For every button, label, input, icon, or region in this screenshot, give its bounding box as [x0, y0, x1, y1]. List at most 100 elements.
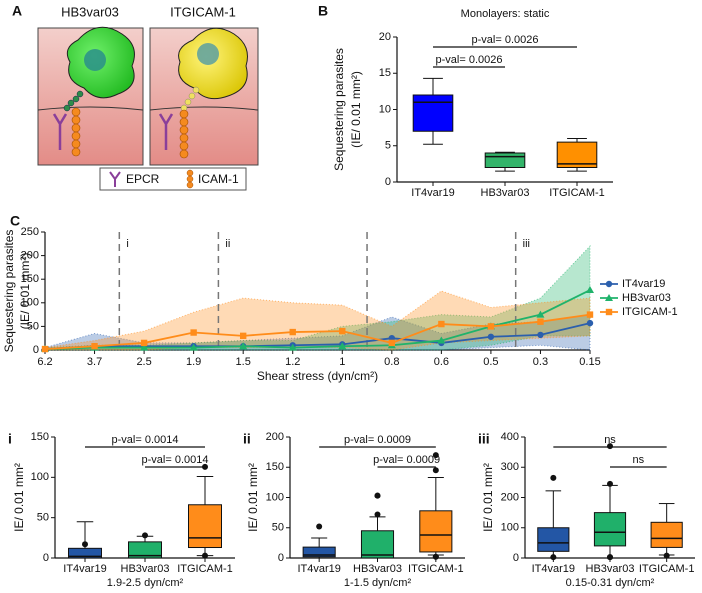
legend-epcr	[109, 171, 121, 187]
y-tick-label: 200	[266, 431, 284, 443]
series-line	[44, 322, 591, 350]
membrane	[37, 106, 144, 111]
x-tick-label: IT4var19	[532, 563, 575, 575]
box	[650, 521, 683, 548]
data-point	[239, 332, 247, 340]
data-point	[239, 342, 248, 350]
x-tick-label: 2.5	[136, 356, 151, 368]
y-tick-label: 0	[33, 344, 39, 356]
x-tick-label: 0.5	[483, 356, 498, 368]
x-tick-label: 1.9	[186, 356, 201, 368]
data-point	[388, 339, 396, 347]
y-tick-label: 200	[501, 491, 519, 503]
x-tick-label: HB3var03	[586, 563, 635, 575]
divider-label: iii	[523, 238, 530, 250]
binding-chain	[180, 86, 200, 112]
y-axis-label: IE/ 0.01 mm²	[246, 463, 260, 532]
x-tick-label: IT4var19	[297, 563, 340, 575]
y-tick-label: 150	[266, 461, 284, 473]
y-axis-label: Sequestering parasites	[2, 230, 16, 353]
y-tick-label: 0	[278, 552, 284, 564]
y-tick-label: 15	[379, 67, 391, 79]
outlier	[374, 492, 381, 499]
x-tick-label: 3.7	[87, 356, 102, 368]
legend-label: ICAM-1	[198, 172, 239, 186]
panel-a: A HB3var03 ITGICAM-1 EPCR ICAM-1	[12, 3, 259, 191]
x-axis-label: 1-1.5 dyn/cm²	[344, 577, 412, 589]
box	[128, 541, 162, 559]
x-tick-label: HB3var03	[121, 563, 170, 575]
outlier	[202, 552, 208, 559]
box	[412, 94, 454, 132]
significance-label: ns	[633, 454, 645, 466]
box	[188, 504, 222, 549]
data-point	[437, 336, 446, 344]
y-tick-label: 10	[379, 103, 391, 115]
significance-label: p-val= 0.0026	[436, 54, 503, 66]
outlier	[374, 511, 381, 518]
x-axis-label: 1.9-2.5 dyn/cm²	[107, 577, 184, 589]
x-tick-label: 1.2	[285, 356, 300, 368]
data-point	[438, 320, 445, 328]
y-tick-label: 50	[27, 320, 39, 332]
panel-letter: ii	[243, 431, 251, 447]
x-axis-label: 0.15-0.31 dyn/cm²	[566, 577, 655, 589]
outlier	[432, 467, 439, 474]
y-tick-label: 5	[385, 140, 391, 152]
data-point	[288, 343, 297, 351]
data-point	[140, 339, 148, 347]
y-tick-label: 250	[21, 226, 39, 238]
chart-title: Monolayers: static	[461, 8, 550, 20]
box	[484, 152, 526, 168]
divider-label: i	[126, 238, 128, 250]
box	[360, 530, 395, 559]
outlier	[142, 532, 148, 539]
outlier	[316, 523, 323, 530]
data-point	[91, 343, 98, 350]
y-tick-label: 100	[501, 522, 519, 534]
legend-label: HB3var03	[622, 292, 671, 304]
significance-label: p-val= 0.0014	[112, 434, 179, 446]
y-tick-label: 300	[501, 461, 519, 473]
x-tick-label: ITGICAM-1	[639, 563, 695, 575]
panel-letter: i	[8, 431, 12, 447]
series-line	[44, 289, 591, 350]
y-tick-label: 50	[272, 522, 284, 534]
significance-label: p-val= 0.0026	[472, 34, 539, 46]
panel-letter: iii	[478, 431, 490, 447]
x-tick-label: 1.5	[236, 356, 251, 368]
legend-marker	[605, 294, 613, 301]
y-tick-label: 0	[385, 176, 391, 188]
data-point	[586, 311, 594, 318]
x-tick-label: 6.2	[37, 356, 52, 368]
x-tick-label: IT4var19	[411, 187, 454, 199]
data-point	[537, 331, 544, 339]
y-tick-label: 20	[379, 31, 391, 43]
x-tick-label: IT4var19	[63, 563, 106, 575]
box	[302, 546, 336, 558]
x-tick-label: HB3var03	[481, 187, 530, 199]
data-point	[189, 343, 198, 351]
legend-box	[99, 167, 247, 191]
outlier	[607, 554, 613, 561]
data-point	[140, 343, 149, 351]
cell-title: ITGICAM-1	[170, 4, 236, 19]
panel-letter: C	[10, 213, 20, 229]
x-tick-label: ITGICAM-1	[177, 563, 233, 575]
y-axis-label: (IE/ 0.01 mm²)	[18, 253, 32, 330]
cell-title: HB3var03	[61, 4, 119, 19]
data-point	[338, 342, 347, 350]
outlier	[82, 541, 88, 548]
nucleus	[197, 43, 219, 65]
legend-icam	[186, 169, 194, 189]
x-axis-label: Shear stress (dyn/cm²)	[257, 369, 378, 383]
x-tick-label: ITGICAM-1	[408, 563, 464, 575]
legend-marker	[605, 280, 613, 288]
data-point	[487, 333, 495, 340]
x-tick-label: ITGICAM-1	[549, 187, 605, 199]
significance-label: p-val= 0.0009	[373, 454, 440, 466]
series-line	[44, 313, 591, 350]
outlier	[432, 553, 439, 560]
data-point	[586, 319, 594, 327]
